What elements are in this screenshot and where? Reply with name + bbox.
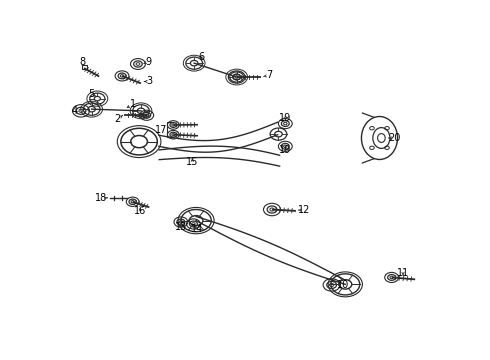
Text: 5: 5 (89, 89, 95, 99)
Text: 13: 13 (175, 222, 187, 232)
Text: 15: 15 (186, 157, 198, 167)
Text: 3: 3 (147, 76, 152, 86)
Text: 16: 16 (134, 206, 147, 216)
Text: 10: 10 (337, 280, 349, 290)
Text: 7: 7 (266, 70, 272, 80)
Text: 4: 4 (72, 106, 77, 116)
Text: 19: 19 (279, 145, 292, 155)
Text: 17: 17 (154, 125, 167, 135)
Text: 1: 1 (130, 99, 136, 109)
Text: 8: 8 (79, 57, 85, 67)
Text: 18: 18 (96, 193, 108, 203)
Text: 9: 9 (146, 57, 152, 67)
Text: 2: 2 (114, 114, 121, 123)
Text: 12: 12 (298, 205, 311, 215)
Text: 11: 11 (397, 268, 409, 278)
Text: 14: 14 (191, 224, 203, 234)
Text: 20: 20 (389, 133, 401, 143)
Text: 19: 19 (279, 113, 292, 123)
Text: 6: 6 (198, 52, 204, 62)
